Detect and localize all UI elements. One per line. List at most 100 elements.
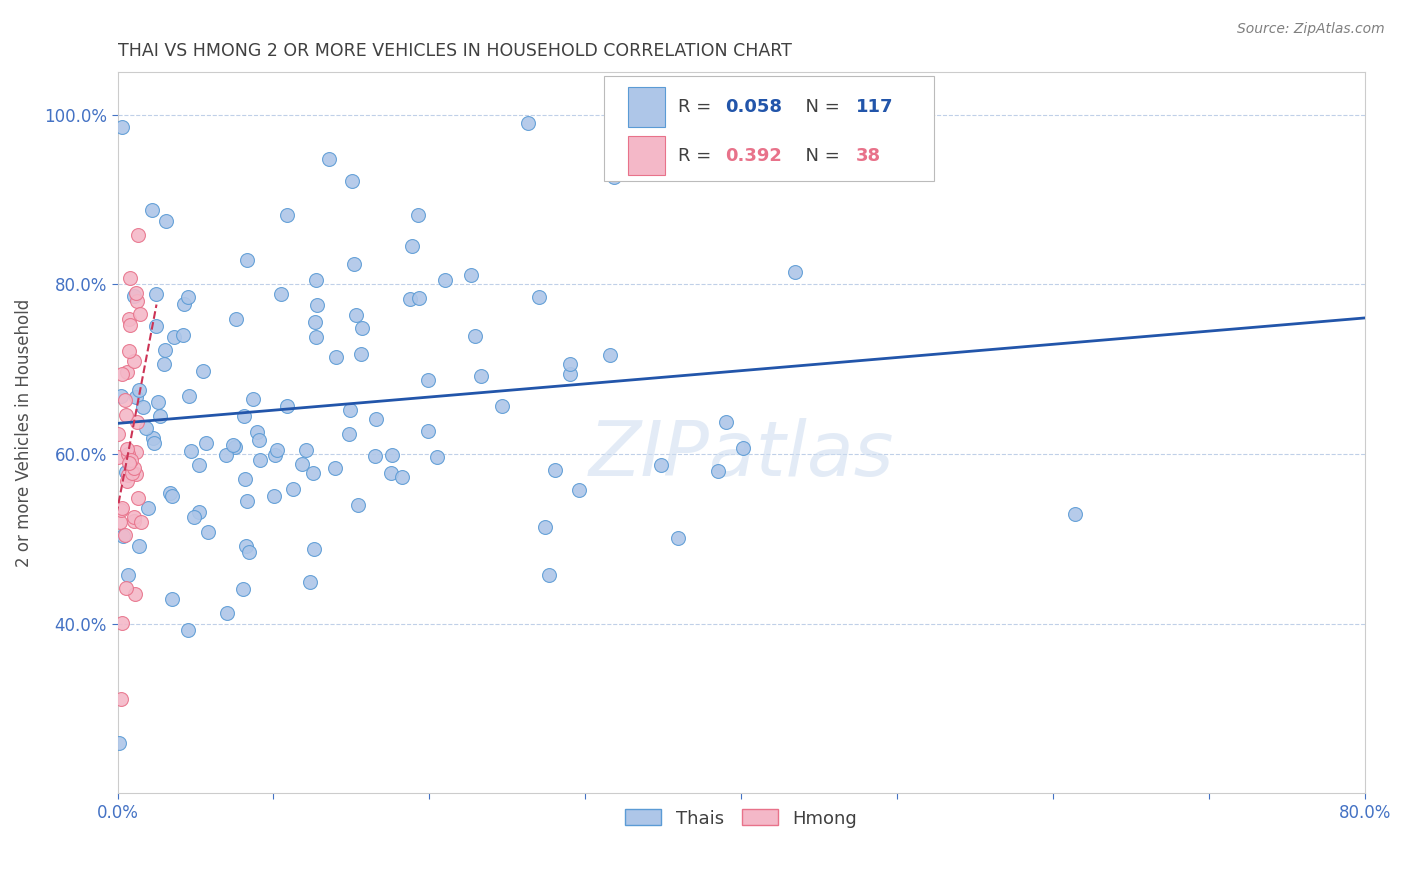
Point [263, 489, 285, 503]
Point [529, 290, 551, 304]
Text: Source: ZipAtlas.com: Source: ZipAtlas.com [1237, 22, 1385, 37]
Point [127, 227, 149, 242]
Point [172, 327, 194, 342]
Point [193, 364, 215, 378]
Point [1064, 508, 1087, 522]
Point [197, 525, 219, 540]
Point [108, 515, 131, 529]
Point [215, 606, 238, 620]
FancyBboxPatch shape [605, 76, 935, 180]
Point [235, 539, 257, 553]
Point [125, 415, 148, 429]
Point [129, 515, 152, 529]
Point [142, 431, 165, 445]
Point [159, 486, 181, 500]
Point [399, 292, 422, 306]
Point [128, 539, 150, 553]
Point [110, 691, 132, 706]
Point [117, 467, 139, 482]
Point [416, 424, 439, 438]
Point [364, 449, 387, 463]
Point [533, 520, 555, 534]
Legend: Thais, Hmong: Thais, Hmong [617, 802, 865, 835]
Point [124, 289, 146, 303]
Point [107, 426, 129, 441]
Point [115, 581, 138, 595]
Point [558, 357, 581, 371]
Point [117, 475, 139, 489]
Point [236, 253, 259, 268]
Point [111, 367, 134, 381]
Point [195, 435, 218, 450]
Point [249, 453, 271, 467]
Point [107, 450, 129, 464]
Point [118, 270, 141, 285]
Point [408, 291, 430, 305]
Point [124, 514, 146, 528]
Text: THAI VS HMONG 2 OR MORE VEHICLES IN HOUSEHOLD CORRELATION CHART: THAI VS HMONG 2 OR MORE VEHICLES IN HOUS… [118, 42, 792, 60]
Point [246, 425, 269, 439]
Point [304, 541, 326, 556]
Point [120, 318, 142, 333]
Point [298, 575, 321, 590]
Text: N =: N = [793, 146, 845, 164]
Point [232, 582, 254, 596]
Point [128, 383, 150, 397]
Point [263, 449, 285, 463]
Point [115, 408, 138, 422]
Point [235, 472, 257, 486]
Point [343, 256, 366, 270]
Point [221, 438, 243, 452]
Point [114, 465, 136, 479]
Point [544, 463, 567, 477]
Point [118, 311, 141, 326]
Point [307, 298, 329, 312]
Point [131, 400, 153, 414]
Y-axis label: 2 or more Vehicles in Household: 2 or more Vehicles in Household [15, 299, 32, 567]
Point [118, 344, 141, 359]
Text: R =: R = [678, 146, 717, 164]
Point [162, 330, 184, 344]
Point [125, 390, 148, 404]
Point [177, 389, 200, 403]
Text: R =: R = [678, 98, 717, 116]
Point [155, 213, 177, 227]
Point [294, 443, 316, 458]
FancyBboxPatch shape [627, 136, 665, 176]
Point [233, 409, 256, 424]
Point [148, 395, 170, 409]
Point [180, 444, 202, 458]
Point [129, 307, 152, 321]
Point [117, 447, 139, 461]
Point [173, 297, 195, 311]
Point [121, 466, 143, 480]
Point [160, 489, 183, 503]
Point [304, 315, 326, 329]
Point [731, 167, 754, 181]
Text: N =: N = [793, 98, 845, 116]
Point [434, 273, 457, 287]
Point [418, 373, 440, 387]
Text: 117: 117 [856, 98, 893, 116]
Text: 0.392: 0.392 [725, 146, 782, 164]
Point [111, 500, 134, 515]
Point [187, 458, 209, 472]
Point [238, 545, 260, 559]
Point [464, 329, 486, 343]
Point [350, 347, 373, 361]
Point [470, 369, 492, 384]
Point [152, 357, 174, 371]
Point [323, 461, 346, 475]
Point [120, 453, 142, 467]
FancyBboxPatch shape [627, 87, 665, 127]
Point [114, 527, 136, 541]
Point [491, 399, 513, 413]
Point [426, 450, 449, 464]
Point [224, 440, 246, 454]
Point [110, 389, 132, 403]
Point [783, 265, 806, 279]
Point [111, 120, 134, 134]
Point [135, 421, 157, 435]
Point [560, 367, 582, 381]
Point [115, 442, 138, 457]
